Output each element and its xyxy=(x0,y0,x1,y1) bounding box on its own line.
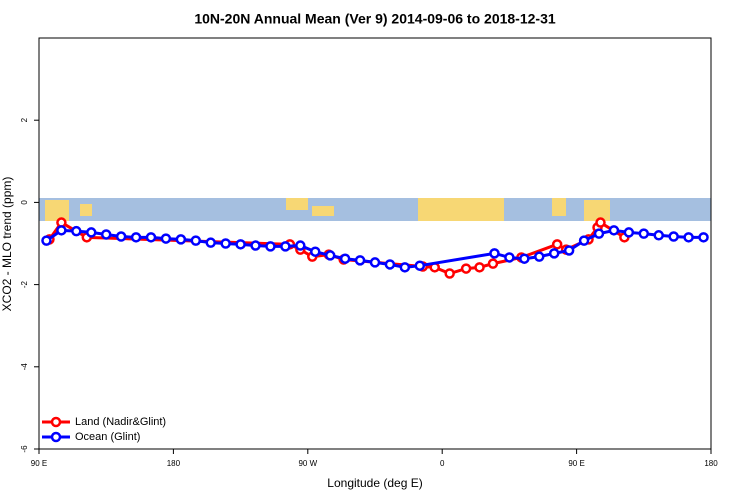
land-patch xyxy=(312,206,334,216)
y-tick-label: -6 xyxy=(20,445,29,453)
data-point xyxy=(487,258,499,269)
x-axis-label: Longitude (deg E) xyxy=(327,476,422,490)
data-point xyxy=(41,235,52,246)
data-point xyxy=(578,235,590,246)
x-tick-label: 180 xyxy=(167,459,181,468)
data-point xyxy=(399,262,411,273)
land-patch xyxy=(552,198,566,216)
data-point xyxy=(56,225,67,236)
data-point xyxy=(160,233,172,244)
data-point xyxy=(130,232,142,243)
data-point xyxy=(489,248,500,259)
legend-marker xyxy=(50,416,62,428)
data-point xyxy=(384,259,396,270)
y-axis-label: XCO2 - MLO trend (ppm) xyxy=(0,177,14,312)
data-point xyxy=(504,252,515,263)
data-point xyxy=(519,253,530,264)
data-point xyxy=(698,232,709,243)
data-point xyxy=(324,250,336,261)
data-point xyxy=(339,253,351,264)
data-point xyxy=(593,228,605,239)
data-point xyxy=(190,235,202,246)
plot-frame xyxy=(38,37,712,450)
data-point xyxy=(444,268,455,279)
data-point xyxy=(310,246,321,257)
y-tick-label: 2 xyxy=(20,117,29,122)
legend-label: Ocean (Glint) xyxy=(75,431,140,443)
data-point xyxy=(414,260,426,271)
data-point xyxy=(71,225,82,237)
data-point xyxy=(460,263,472,274)
legend-marker xyxy=(50,431,62,443)
data-point xyxy=(115,231,127,242)
data-point xyxy=(683,232,694,243)
x-tick-label: 0 xyxy=(440,459,445,468)
legend-label: Land (Nadir&Glint) xyxy=(75,416,166,428)
data-point xyxy=(608,225,620,236)
data-point xyxy=(563,245,575,256)
data-point xyxy=(638,228,650,239)
y-tick-label: -2 xyxy=(20,280,29,288)
data-point xyxy=(205,237,216,248)
y-tick-label: -4 xyxy=(20,363,29,371)
data-point xyxy=(100,229,112,240)
data-point xyxy=(250,240,261,251)
data-point xyxy=(354,255,366,266)
data-point xyxy=(474,262,485,273)
data-point xyxy=(86,227,97,238)
land-patch xyxy=(80,204,92,216)
x-tick-label: 90 E xyxy=(568,459,584,468)
data-point xyxy=(534,251,545,262)
x-tick-label: 180 xyxy=(704,459,718,468)
series-line xyxy=(48,220,626,276)
data-point xyxy=(668,231,679,242)
data-point xyxy=(623,227,635,238)
land-patch xyxy=(584,200,610,221)
x-tick-label: 90 W xyxy=(298,459,317,468)
data-point xyxy=(235,239,246,250)
data-point xyxy=(145,232,157,243)
land-patch xyxy=(286,198,308,210)
land-patch xyxy=(45,200,69,221)
data-point xyxy=(551,239,563,250)
data-point xyxy=(595,217,606,228)
data-point xyxy=(280,241,291,252)
y-tick-label: 0 xyxy=(20,200,29,205)
data-point xyxy=(295,240,306,251)
map-band xyxy=(39,198,711,221)
x-tick-label: 90 E xyxy=(31,459,47,468)
chart-title: 10N-20N Annual Mean (Ver 9) 2014-09-06 t… xyxy=(194,11,556,27)
data-point xyxy=(175,234,187,245)
data-point xyxy=(265,241,276,252)
data-point xyxy=(548,248,560,259)
data-point xyxy=(369,257,381,268)
land-patch xyxy=(418,198,504,221)
ocean-band xyxy=(39,198,711,221)
data-point xyxy=(653,230,664,241)
data-point xyxy=(220,238,231,249)
